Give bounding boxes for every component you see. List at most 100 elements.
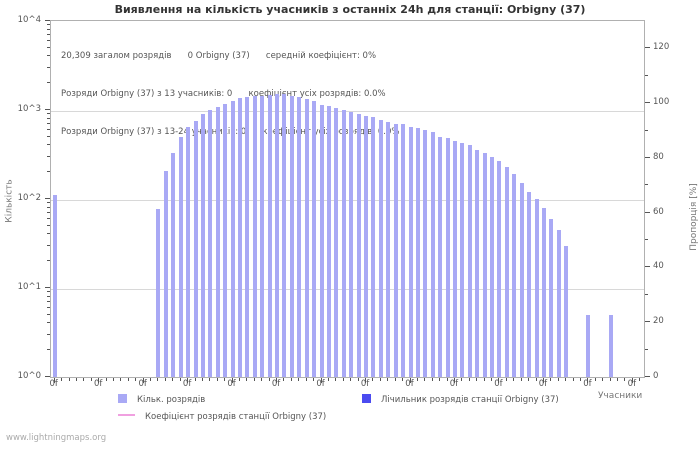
y-axis-left-tick xyxy=(45,109,50,110)
x-axis-tick xyxy=(520,378,522,381)
y-axis-left-tick xyxy=(45,376,50,377)
y-axis-right-tick xyxy=(645,376,650,377)
x-axis-tick xyxy=(565,378,567,381)
x-axis-tick xyxy=(283,378,285,381)
bar xyxy=(267,94,272,377)
x-axis-tick xyxy=(53,378,55,383)
x-axis-tick xyxy=(239,378,241,381)
x-axis-tick xyxy=(550,378,552,381)
x-axis-title: Учасники xyxy=(598,391,643,401)
bar xyxy=(475,149,480,377)
bar xyxy=(445,138,450,377)
bar xyxy=(334,108,339,377)
y-axis-left-minor-tick xyxy=(47,66,50,68)
x-axis-tick xyxy=(68,378,70,381)
bar xyxy=(482,152,487,377)
y-axis-left-minor-tick xyxy=(47,55,50,57)
bar xyxy=(215,106,220,377)
x-axis-tick xyxy=(75,378,77,381)
bar xyxy=(564,245,569,377)
bar xyxy=(208,110,213,377)
legend-item-station-ratio[interactable]: Коефіцієнт розрядів станції Orbigny (37) xyxy=(118,412,326,422)
y-axis-right-minor-tick xyxy=(645,348,648,350)
bar xyxy=(386,121,391,377)
bar xyxy=(519,183,524,377)
x-axis-tick xyxy=(194,378,196,381)
x-axis-tick xyxy=(357,378,359,381)
bar xyxy=(156,208,161,377)
y-axis-left-minor-tick xyxy=(47,155,50,157)
x-axis-tick xyxy=(631,378,633,383)
bar xyxy=(326,106,331,377)
x-axis-tick xyxy=(505,378,507,381)
y-axis-right-tick xyxy=(645,211,650,213)
x-axis-tick xyxy=(424,378,426,381)
x-axis-tick xyxy=(387,378,389,381)
x-axis-tick xyxy=(594,378,596,381)
y-axis-left-minor-tick xyxy=(47,211,50,213)
x-axis-tick xyxy=(201,378,203,381)
y-axis-left-minor-tick xyxy=(47,46,50,48)
bar xyxy=(541,207,546,377)
x-axis-tick xyxy=(150,378,152,381)
x-axis-tick xyxy=(602,378,604,381)
gridline-1e2 xyxy=(51,199,644,201)
bar xyxy=(319,105,324,377)
y-axis-left-minor-tick xyxy=(47,117,50,119)
bar xyxy=(452,140,457,377)
y-axis-right-tick xyxy=(645,156,650,158)
x-axis-tick xyxy=(216,378,218,381)
y-axis-right-tick xyxy=(645,102,650,104)
x-axis-tick xyxy=(609,378,611,381)
y-axis-right-title: Пропорція [%] xyxy=(688,183,699,251)
y-axis-right-label: 20 xyxy=(653,316,664,327)
y-axis-left-minor-tick xyxy=(47,24,50,26)
x-axis-tick xyxy=(327,378,329,381)
bar xyxy=(401,124,406,377)
x-axis-label: 0f xyxy=(271,379,281,389)
y-axis-left-title: Кількість xyxy=(4,179,15,223)
y-axis-left-minor-tick xyxy=(47,39,50,41)
bar xyxy=(430,132,435,377)
x-axis-tick xyxy=(127,378,129,381)
footer-url: www.lightningmaps.org xyxy=(6,433,107,443)
x-axis-tick xyxy=(320,378,322,383)
legend-item-count[interactable]: Кільк. розрядів xyxy=(118,394,205,405)
x-axis-tick xyxy=(142,378,144,383)
y-axis-right-label: 80 xyxy=(653,151,664,162)
x-axis-tick xyxy=(120,378,122,381)
x-axis-label: 0f xyxy=(627,379,637,389)
x-axis-tick xyxy=(298,378,300,381)
bar xyxy=(304,98,309,377)
y-axis-left-label: 10^4 xyxy=(17,15,41,25)
bar xyxy=(245,97,250,377)
bar-series-count xyxy=(51,21,644,377)
x-axis-tick xyxy=(483,378,485,381)
x-axis-tick xyxy=(135,378,137,381)
x-axis-label: 0f xyxy=(138,379,147,389)
bar xyxy=(312,101,317,377)
y-axis-right-label: 0 xyxy=(653,371,659,381)
x-axis-tick xyxy=(513,378,515,381)
x-axis-tick xyxy=(535,378,537,381)
x-axis-tick xyxy=(157,378,159,381)
x-axis-tick xyxy=(542,378,544,383)
bar xyxy=(527,191,532,377)
x-axis-label: 0f xyxy=(360,379,370,389)
x-axis-tick xyxy=(342,378,344,381)
x-axis-tick xyxy=(365,378,367,383)
chart-legend: Кільк. розрядів Лічильник розрядів станц… xyxy=(0,390,700,430)
x-axis-label: 0f xyxy=(93,379,103,389)
bar xyxy=(364,115,369,377)
x-axis-tick xyxy=(187,378,189,383)
x-axis-tick xyxy=(453,378,455,383)
legend-item-station-counter[interactable]: Лічильник розрядів станції Orbigny (37) xyxy=(362,394,559,405)
y-axis-right-label: 100 xyxy=(653,97,670,108)
x-axis-tick xyxy=(379,378,381,381)
bar xyxy=(504,166,509,377)
bar xyxy=(52,195,57,377)
x-axis-tick xyxy=(290,378,292,381)
x-axis-tick xyxy=(246,378,248,381)
y-axis-right-minor-tick xyxy=(645,239,648,241)
y-axis-right-minor-tick xyxy=(645,129,648,131)
